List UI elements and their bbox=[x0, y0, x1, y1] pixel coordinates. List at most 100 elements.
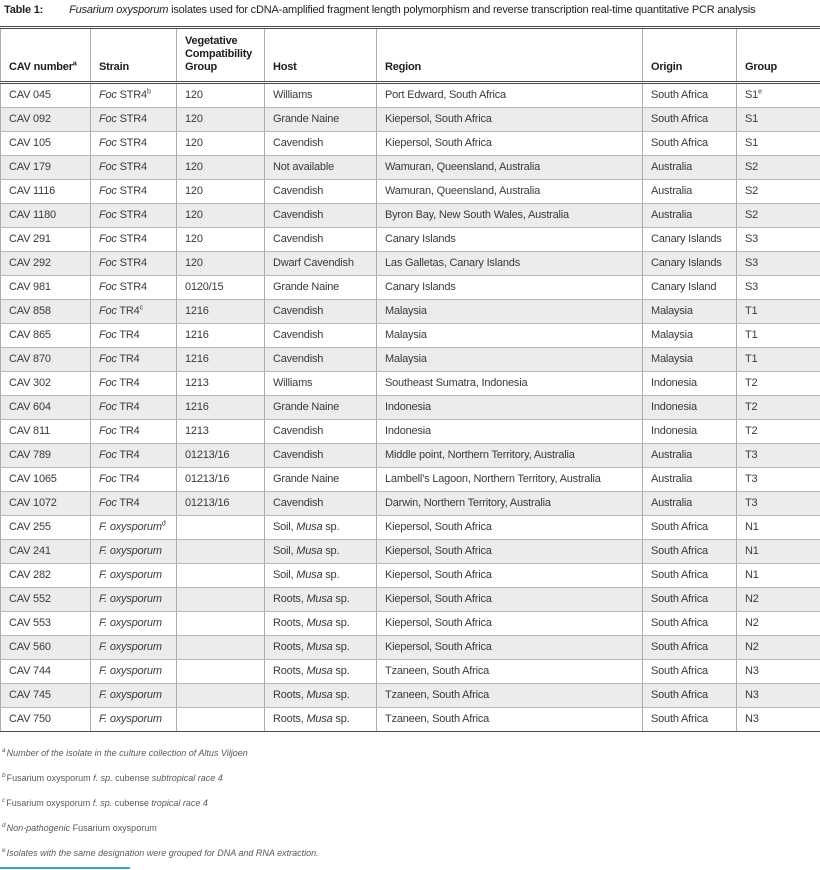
cell-region: Darwin, Northern Territory, Australia bbox=[376, 491, 643, 516]
cell-host: Cavendish bbox=[264, 419, 377, 444]
cell-origin: Australia bbox=[642, 491, 737, 516]
cell-region: Malaysia bbox=[376, 347, 643, 372]
cell-origin: South Africa bbox=[642, 515, 737, 540]
cell-group: S1 bbox=[736, 107, 820, 132]
table-row: CAV 255 F. oxysporumd Soil, Musa sp. Kieper… bbox=[0, 515, 820, 540]
cell-vegetative-compatibility-group: 01213/16 bbox=[176, 467, 265, 492]
column-header-group: Group bbox=[736, 29, 820, 84]
top-double-rule bbox=[0, 26, 820, 29]
cell-group: S2 bbox=[736, 155, 820, 180]
table-row: CAV 811 Foc TR4 1213 Cavendish Indonesia Indo… bbox=[0, 419, 820, 444]
cell-region: Kiepersol, South Africa bbox=[376, 635, 643, 660]
cell-group: S3 bbox=[736, 275, 820, 300]
footnote-marker: e bbox=[2, 847, 6, 854]
cell-cav-number: CAV 092 bbox=[0, 107, 91, 132]
table-row: CAV 1116 Foc STR4 120 Cavendish Wamuran, Que… bbox=[0, 179, 820, 204]
table-row: CAV 092 Foc STR4 120 Grande Naine Kiepersol,… bbox=[0, 107, 820, 132]
cell-group: N1 bbox=[736, 539, 820, 564]
cell-host: Soil, Musa sp. bbox=[264, 563, 377, 588]
table-row: CAV 858 Foc TR4c 1216 Cavendish Malaysia Mala… bbox=[0, 299, 820, 324]
cell-strain: F. oxysporum bbox=[90, 611, 177, 636]
cell-origin: South Africa bbox=[642, 539, 737, 564]
table-row: CAV 282 F. oxysporum Soil, Musa sp. Kiepers… bbox=[0, 563, 820, 588]
column-header-origin: Origin bbox=[642, 29, 737, 84]
cell-host: Cavendish bbox=[264, 347, 377, 372]
cell-strain: Foc STR4 bbox=[90, 179, 177, 204]
cell-region: Byron Bay, New South Wales, Australia bbox=[376, 203, 643, 228]
cell-region: Malaysia bbox=[376, 299, 643, 324]
cell-origin: Australia bbox=[642, 179, 737, 204]
cell-origin: South Africa bbox=[642, 611, 737, 636]
cell-cav-number: CAV 604 bbox=[0, 395, 91, 420]
cell-group: T2 bbox=[736, 419, 820, 444]
cell-origin: Malaysia bbox=[642, 299, 737, 324]
cell-origin: Canary Island bbox=[642, 275, 737, 300]
cell-vegetative-compatibility-group: 120 bbox=[176, 251, 265, 276]
cell-host: Grande Naine bbox=[264, 467, 377, 492]
cell-origin: Indonesia bbox=[642, 419, 737, 444]
footnote-marker: a bbox=[2, 747, 6, 754]
cell-region: Kiepersol, South Africa bbox=[376, 563, 643, 588]
column-header-host: Host bbox=[264, 29, 377, 84]
cell-origin: South Africa bbox=[642, 635, 737, 660]
column-header-strain: Strain bbox=[90, 29, 177, 84]
cell-region: Kiepersol, South Africa bbox=[376, 107, 643, 132]
cell-group: T1 bbox=[736, 323, 820, 348]
cell-cav-number: CAV 105 bbox=[0, 131, 91, 156]
cell-cav-number: CAV 179 bbox=[0, 155, 91, 180]
cell-host: Cavendish bbox=[264, 179, 377, 204]
cell-vegetative-compatibility-group: 120 bbox=[176, 107, 265, 132]
cell-cav-number: CAV 560 bbox=[0, 635, 91, 660]
cell-group: S1e bbox=[736, 82, 820, 108]
cell-vegetative-compatibility-group: 120 bbox=[176, 179, 265, 204]
cell-region: Tzaneen, South Africa bbox=[376, 659, 643, 684]
cell-host: Cavendish bbox=[264, 227, 377, 252]
cell-origin: South Africa bbox=[642, 659, 737, 684]
cell-strain: Foc TR4 bbox=[90, 491, 177, 516]
bottom-accent-line bbox=[0, 867, 130, 869]
cell-group: N1 bbox=[736, 563, 820, 588]
footnote-marker: c bbox=[2, 797, 6, 804]
cell-origin: South Africa bbox=[642, 131, 737, 156]
table-row: CAV 1180 Foc STR4 120 Cavendish Byron Bay, N… bbox=[0, 203, 820, 228]
table-header: CAV numbera Strain Vegetative Compatibilit… bbox=[0, 29, 820, 84]
cell-region: Southeast Sumatra, Indonesia bbox=[376, 371, 643, 396]
cell-strain: F. oxysporum bbox=[90, 635, 177, 660]
table-row: CAV 291 Foc STR4 120 Cavendish Canary Island… bbox=[0, 227, 820, 252]
cell-region: Indonesia bbox=[376, 395, 643, 420]
cell-cav-number: CAV 553 bbox=[0, 611, 91, 636]
cell-group: T2 bbox=[736, 395, 820, 420]
table-caption: Table 1: Fusarium oxysporum isolates use… bbox=[0, 0, 820, 26]
cell-origin: Canary Islands bbox=[642, 251, 737, 276]
table-body: CAV 045 Foc STR4b 120 Williams Port Edward, … bbox=[0, 82, 820, 732]
cell-vegetative-compatibility-group bbox=[176, 587, 265, 612]
cell-cav-number: CAV 045 bbox=[0, 82, 91, 108]
cell-cav-number: CAV 282 bbox=[0, 563, 91, 588]
table-row: CAV 604 Foc TR4 1216 Grande Naine Indonesia I… bbox=[0, 395, 820, 420]
cell-cav-number: CAV 870 bbox=[0, 347, 91, 372]
cell-strain: Foc STR4 bbox=[90, 227, 177, 252]
cell-host: Roots, Musa sp. bbox=[264, 611, 377, 636]
table-row: CAV 1065 Foc TR4 01213/16 Grande Naine Lambe… bbox=[0, 467, 820, 492]
cell-group: N3 bbox=[736, 707, 820, 732]
footnotes: aNumber of the isolate in the culture co… bbox=[0, 732, 820, 859]
table-row: CAV 105 Foc STR4 120 Cavendish Kiepersol, So… bbox=[0, 131, 820, 156]
cell-host: Williams bbox=[264, 371, 377, 396]
cell-host: Cavendish bbox=[264, 299, 377, 324]
cell-strain: Foc TR4 bbox=[90, 443, 177, 468]
cell-vegetative-compatibility-group: 1216 bbox=[176, 323, 265, 348]
table-row: CAV 292 Foc STR4 120 Dwarf Cavendish Las Gal… bbox=[0, 251, 820, 276]
cell-origin: Malaysia bbox=[642, 347, 737, 372]
cell-group: T1 bbox=[736, 299, 820, 324]
cell-group: S1 bbox=[736, 131, 820, 156]
cell-group: T3 bbox=[736, 443, 820, 468]
cell-vegetative-compatibility-group bbox=[176, 659, 265, 684]
cell-host: Soil, Musa sp. bbox=[264, 539, 377, 564]
table-row: CAV 745 F. oxysporum Roots, Musa sp. Tzanee… bbox=[0, 683, 820, 708]
cell-group: N1 bbox=[736, 515, 820, 540]
caption-species-name: Fusarium oxysporum bbox=[69, 4, 169, 16]
cell-cav-number: CAV 1116 bbox=[0, 179, 91, 204]
cell-origin: Australia bbox=[642, 155, 737, 180]
table-row: CAV 870 Foc TR4 1216 Cavendish Malaysia Malay… bbox=[0, 347, 820, 372]
column-header-region: Region bbox=[376, 29, 643, 84]
